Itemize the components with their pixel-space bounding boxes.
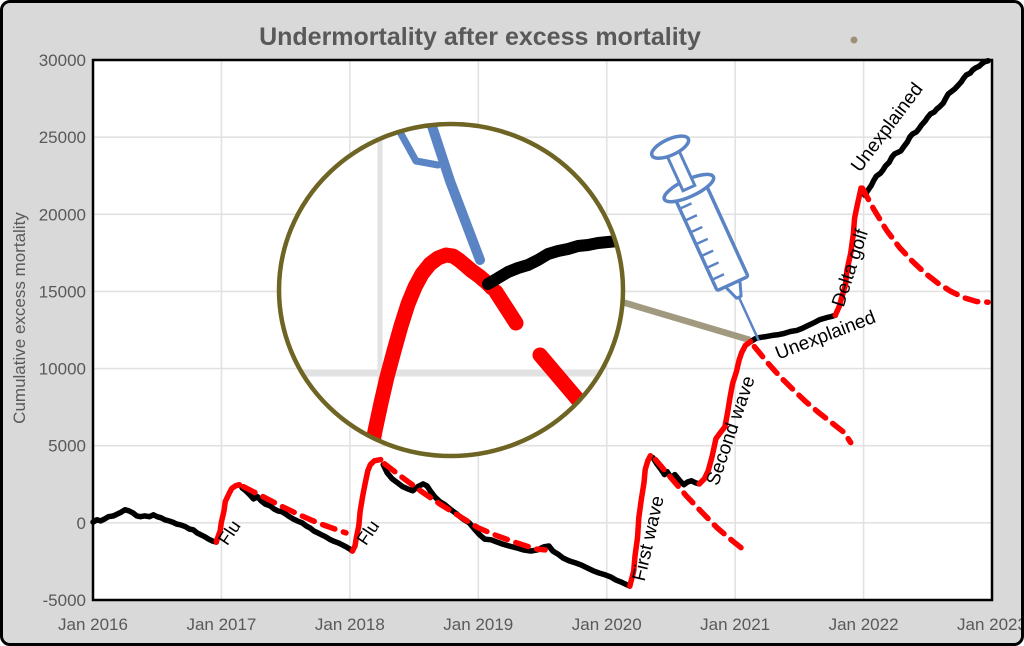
magnified-needle-shaft: [426, 124, 485, 265]
stray-dot: [850, 36, 858, 44]
magnified-undermortality-dash: [488, 284, 524, 331]
series-actual-mortality-2016: [90, 506, 220, 545]
x-axis-tick-label: Jan 2017: [186, 615, 256, 634]
magnifier-inset: [276, 121, 626, 459]
x-axis-tick-label: Jan 2019: [443, 615, 513, 634]
syringe-scale-tick: [706, 261, 720, 270]
series-undermortality-projection-2021: [751, 343, 854, 446]
magnified-excess-line: [361, 247, 500, 456]
y-axis-tick-label: 10000: [39, 360, 86, 379]
syringe-needle: [737, 295, 760, 342]
series-excess-wave-covid-first: [627, 452, 654, 589]
x-axis-tick-label: Jan 2023: [957, 615, 1024, 634]
series-undermortality-projection-2018: [381, 461, 548, 553]
syringe-scale-tick: [684, 214, 698, 222]
series-actual-mortality-unexplained-2021: [747, 312, 839, 345]
series-actual-mortality-unexplained-2022: [859, 58, 991, 199]
magnifier-content: [279, 124, 623, 456]
chart-title: Undermortality after excess mortality: [259, 23, 701, 51]
magnified-undermortality-dash: [532, 347, 587, 409]
data-series: [90, 58, 991, 589]
magnified-needle-prong: [396, 128, 442, 169]
series-excess-wave-covid-second: [696, 338, 754, 487]
syringe-scale-tick: [711, 273, 725, 281]
plot-border: [91, 58, 994, 602]
x-axis-tick-label: Jan 2020: [572, 615, 642, 634]
x-axis-tick-label: Jan 2018: [315, 615, 385, 634]
x-axis-tick-label: Jan 2021: [700, 615, 770, 634]
y-axis-tick-label: 20000: [39, 205, 86, 224]
syringe-group: [649, 134, 760, 342]
series-excess-wave-delta: [832, 185, 864, 319]
syringe-scale-tick: [695, 237, 709, 246]
series-undermortality-projection-2022: [859, 185, 991, 305]
magnified-actual-line: [482, 234, 623, 290]
magnifier-ring: [276, 121, 626, 459]
y-axis-tick-label: 5000: [48, 437, 86, 456]
axis-tick-labels: Jan 2016 Jan 2017 Jan 2018 Jan 2019 Jan 2020…: [39, 51, 1024, 634]
magnifier-pointer-line: [621, 298, 751, 344]
y-axis-tick-label: -5000: [43, 591, 86, 610]
series-excess-wave-flu-2018: [349, 456, 384, 554]
y-axis-tick-label: 15000: [39, 282, 86, 301]
series-excess-wave-flu-2017: [213, 481, 243, 545]
x-axis-tick-label: Jan 2016: [58, 615, 128, 634]
syringe-icon: [649, 134, 760, 342]
syringe-scale-tick: [679, 202, 693, 210]
syringe-plunger-handle: [649, 134, 691, 160]
series-actual-mortality-2017: [239, 485, 356, 554]
y-axis-tick-label: 0: [77, 514, 86, 533]
syringe-scale-tick: [700, 249, 714, 258]
x-axis-tick-label: Jan 2022: [829, 615, 899, 634]
series-actual-mortality-2018-2019: [380, 461, 633, 589]
y-axis-tick-label: 30000: [39, 51, 86, 70]
series-undermortality-projection-2017: [240, 483, 349, 536]
y-axis-tick-label: 25000: [39, 128, 86, 147]
series-undermortality-projection-2020: [652, 456, 746, 552]
syringe-scale-tick: [689, 225, 703, 234]
y-axis-title: Cumulative excess mortality: [10, 212, 29, 424]
